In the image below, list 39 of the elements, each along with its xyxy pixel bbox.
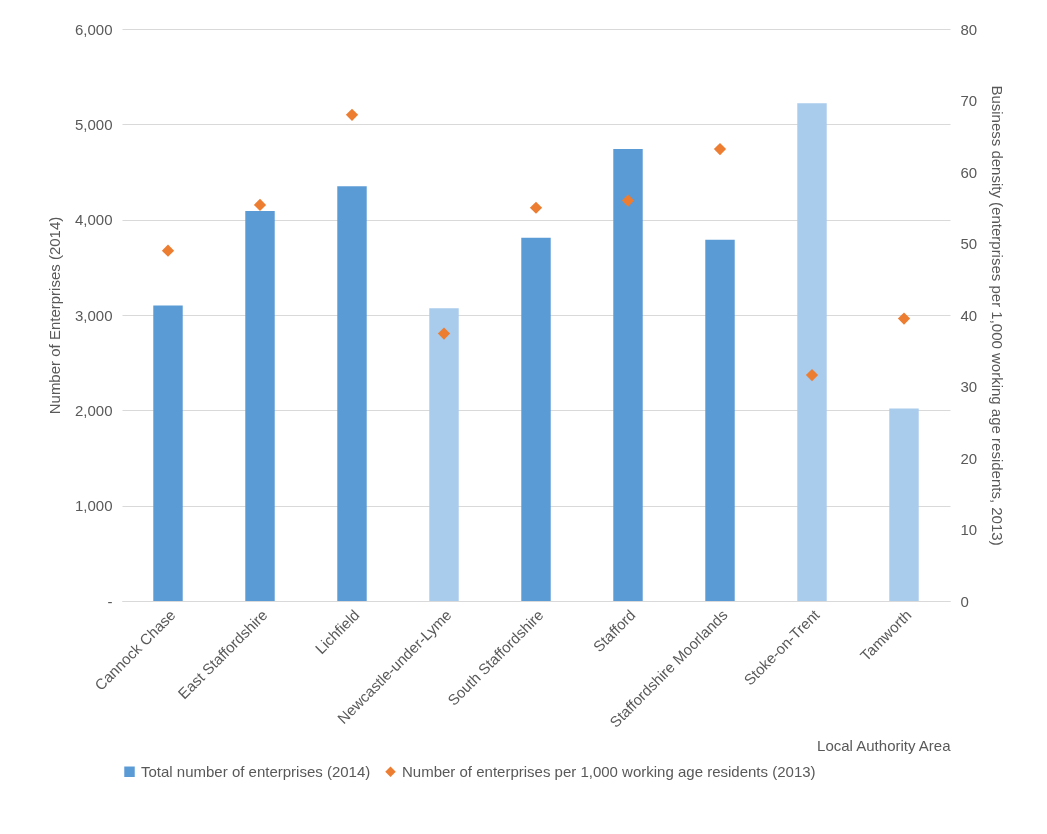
legend-label: Total number of enterprises (2014): [141, 762, 371, 780]
y2-tick-label: 30: [960, 378, 978, 395]
point: [529, 201, 543, 214]
legend-label: Number of enterprises per 1,000 working age residents (2013): [402, 762, 816, 780]
bar: [429, 308, 459, 601]
y2-axis-title: Business density (enterprises per 1,000 working age residents, 2013): [989, 85, 1007, 546]
point: [253, 198, 267, 212]
point: [713, 143, 727, 156]
bar: [889, 408, 919, 601]
y2-tick-label: 0: [960, 592, 969, 610]
y-tick-label: 6,000: [74, 20, 113, 38]
point: [345, 108, 359, 121]
point: [805, 368, 819, 382]
y-tick-label: 2,000: [74, 401, 113, 419]
y2-tick-label: 70: [960, 92, 978, 109]
y-tick-label: 4,000: [74, 211, 113, 229]
bar: [245, 211, 275, 601]
bar: [613, 149, 643, 601]
bar: [337, 186, 367, 601]
y-tick-label: -: [107, 592, 113, 610]
y2-tick-label: 60: [960, 163, 978, 181]
bar: [153, 305, 183, 601]
y2-tick-label: 40: [960, 306, 978, 324]
y2-tick-label: 80: [960, 20, 978, 38]
point: [437, 327, 451, 340]
y-axis-title: Number of Enterprises (2014): [45, 216, 63, 415]
y-tick-label: 5,000: [74, 115, 113, 133]
y2-tick-label: 20: [960, 449, 978, 467]
y-tick-label: 1,000: [74, 497, 113, 515]
point: [621, 194, 635, 207]
x-axis-title: Local Authority Area: [817, 736, 952, 754]
y-tick-label: 3,000: [74, 306, 113, 324]
y2-tick-label: 50: [960, 235, 978, 252]
point: [897, 312, 911, 325]
y2-tick-label: 10: [960, 521, 978, 538]
bar: [705, 239, 735, 601]
bar: [521, 237, 551, 601]
bar: [797, 103, 827, 601]
point: [161, 244, 175, 257]
